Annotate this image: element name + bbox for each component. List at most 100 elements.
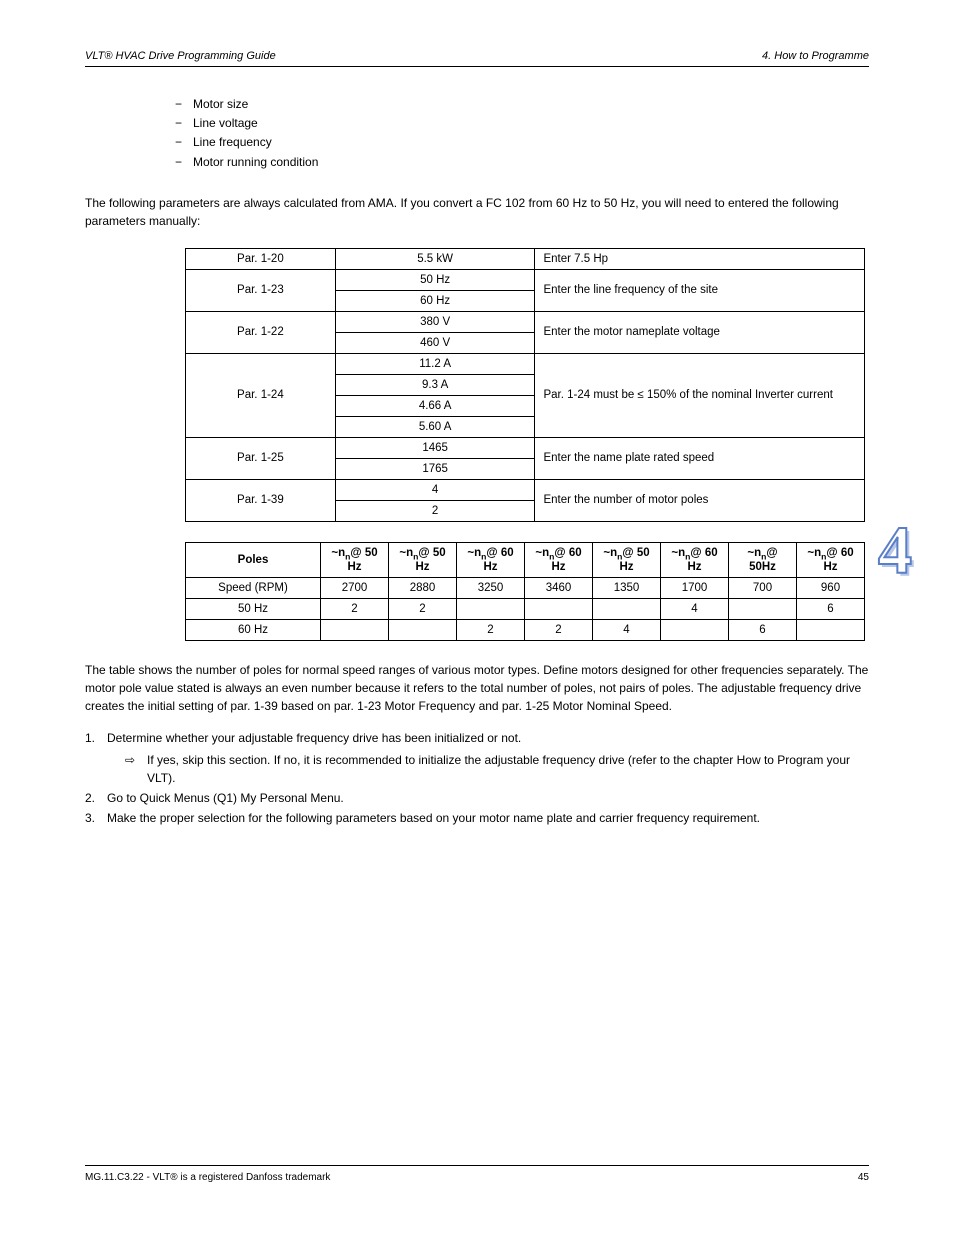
header-left: VLT® HVAC Drive Programming Guide xyxy=(85,50,276,62)
cell: Par. 1-23 xyxy=(186,269,336,311)
cell: Par. 1-39 xyxy=(186,479,336,521)
page-footer: MG.11.C3.22 - VLT® is a registered Danfo… xyxy=(85,1165,869,1183)
step-number: 2. xyxy=(85,789,107,807)
step-content: Go to Quick Menus (Q1) My Personal Menu. xyxy=(107,789,869,807)
cell: 11.2 A xyxy=(335,353,535,374)
table-row: Speed (RPM) 2700 2880 3250 3460 1350 170… xyxy=(186,578,865,599)
cell: Speed (RPM) xyxy=(186,578,321,599)
step-1: 1. Determine whether your adjustable fre… xyxy=(85,729,869,787)
step-content: Determine whether your adjustable freque… xyxy=(107,729,869,787)
cell: 1465 xyxy=(335,437,535,458)
step-title: Make the proper selection for the follow… xyxy=(107,811,760,825)
table-row: 60 Hz 2 2 4 6 xyxy=(186,620,865,641)
cell: ~nn@ 50 Hz xyxy=(321,542,389,577)
cell: 960 xyxy=(797,578,865,599)
step-2: 2. Go to Quick Menus (Q1) My Personal Me… xyxy=(85,789,869,807)
cell: 1765 xyxy=(335,458,535,479)
cell: Poles xyxy=(186,542,321,577)
cell xyxy=(797,620,865,641)
cell xyxy=(457,599,525,620)
step-content: Make the proper selection for the follow… xyxy=(107,809,869,827)
cell: Par. 1-20 xyxy=(186,248,336,269)
cell: ~nn@ 60 Hz xyxy=(797,542,865,577)
cell: ~nn@ 60 Hz xyxy=(457,542,525,577)
cell: ~nn@ 60 Hz xyxy=(661,542,729,577)
table-row: Poles ~nn@ 50 Hz ~nn@ 50 Hz ~nn@ 60 Hz ~… xyxy=(186,542,865,577)
cell: 4.66 A xyxy=(335,395,535,416)
list-item: Line frequency xyxy=(175,133,869,152)
cell: ~nn@ 60 Hz xyxy=(525,542,593,577)
cell: 1700 xyxy=(661,578,729,599)
table-row: Par. 1-22 380 V Enter the motor nameplat… xyxy=(186,311,865,332)
cell: 2 xyxy=(321,599,389,620)
poles-table: Poles ~nn@ 50 Hz ~nn@ 50 Hz ~nn@ 60 Hz ~… xyxy=(185,542,865,641)
explanation-paragraph: The table shows the number of poles for … xyxy=(85,661,869,715)
cell: 4 xyxy=(593,620,661,641)
param-table: Par. 1-20 5.5 kW Enter 7.5 Hp Par. 1-23 … xyxy=(185,248,865,522)
cell: 3250 xyxy=(457,578,525,599)
table-row: Par. 1-24 11.2 A Par. 1-24 must be ≤ 150… xyxy=(186,353,865,374)
cell: Enter 7.5 Hp xyxy=(535,248,865,269)
cell: 1350 xyxy=(593,578,661,599)
cell xyxy=(661,620,729,641)
table-row: Par. 1-39 4 Enter the number of motor po… xyxy=(186,479,865,500)
footer-left: MG.11.C3.22 - VLT® is a registered Danfo… xyxy=(85,1172,330,1183)
bullet-text: Motor running condition xyxy=(193,155,318,169)
cell xyxy=(525,599,593,620)
cell: 50 Hz xyxy=(186,599,321,620)
cell: 2 xyxy=(525,620,593,641)
cell xyxy=(321,620,389,641)
list-item: Line voltage xyxy=(175,114,869,133)
bullet-list: Motor size Line voltage Line frequency M… xyxy=(175,95,869,172)
cell xyxy=(389,620,457,641)
cell: ~nn@ 50Hz xyxy=(729,542,797,577)
cell: 700 xyxy=(729,578,797,599)
cell: 460 V xyxy=(335,332,535,353)
cell: 60 Hz xyxy=(186,620,321,641)
chapter-number-decoration: 4 xyxy=(878,516,912,584)
step-number: 1. xyxy=(85,729,107,787)
cell xyxy=(593,599,661,620)
list-item: Motor size xyxy=(175,95,869,114)
step-3: 3. Make the proper selection for the fol… xyxy=(85,809,869,827)
cell: 2700 xyxy=(321,578,389,599)
cell: ~nn@ 50 Hz xyxy=(389,542,457,577)
cell: 3460 xyxy=(525,578,593,599)
cell: 60 Hz xyxy=(335,290,535,311)
cell: Enter the line frequency of the site xyxy=(535,269,865,311)
cell: 2 xyxy=(335,500,535,521)
header-right: 4. How to Programme xyxy=(762,50,869,62)
step-title: Go to Quick Menus (Q1) My Personal Menu. xyxy=(107,791,344,805)
cell: 380 V xyxy=(335,311,535,332)
table-row: Par. 1-25 1465 Enter the name plate rate… xyxy=(186,437,865,458)
step-number: 3. xyxy=(85,809,107,827)
page-header: VLT® HVAC Drive Programming Guide 4. How… xyxy=(85,50,869,67)
cell: Par. 1-22 xyxy=(186,311,336,353)
cell: 9.3 A xyxy=(335,374,535,395)
cell: 4 xyxy=(335,479,535,500)
cell: 2 xyxy=(389,599,457,620)
cell: 50 Hz xyxy=(335,269,535,290)
cell: Enter the motor nameplate voltage xyxy=(535,311,865,353)
cell: Enter the number of motor poles xyxy=(535,479,865,521)
table-row: Par. 1-23 50 Hz Enter the line frequency… xyxy=(186,269,865,290)
cell: Par. 1-24 xyxy=(186,353,336,437)
cell: ~nn@ 50 Hz xyxy=(593,542,661,577)
cell xyxy=(729,599,797,620)
bullet-text: Line voltage xyxy=(193,116,258,130)
cell: 2880 xyxy=(389,578,457,599)
step-title: Determine whether your adjustable freque… xyxy=(107,731,521,745)
cell: Enter the name plate rated speed xyxy=(535,437,865,479)
cell: 6 xyxy=(797,599,865,620)
cell: 4 xyxy=(661,599,729,620)
bullet-text: Line frequency xyxy=(193,135,272,149)
intro-paragraph: The following parameters are always calc… xyxy=(85,194,869,230)
cell: 2 xyxy=(457,620,525,641)
cell: 6 xyxy=(729,620,797,641)
table-row: 50 Hz 2 2 4 6 xyxy=(186,599,865,620)
cell: 5.60 A xyxy=(335,416,535,437)
list-item: Motor running condition xyxy=(175,153,869,172)
cell: Par. 1-25 xyxy=(186,437,336,479)
h: Poles xyxy=(238,554,269,566)
lower-content: The table shows the number of poles for … xyxy=(85,661,869,827)
